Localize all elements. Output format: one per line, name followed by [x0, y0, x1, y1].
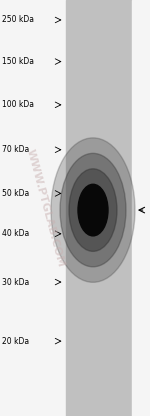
Text: 50 kDa: 50 kDa: [2, 189, 29, 198]
Text: 20 kDa: 20 kDa: [2, 337, 29, 346]
Text: 40 kDa: 40 kDa: [2, 229, 29, 238]
Text: 30 kDa: 30 kDa: [2, 277, 29, 287]
Text: 70 kDa: 70 kDa: [2, 145, 29, 154]
Ellipse shape: [51, 138, 135, 282]
Text: 250 kDa: 250 kDa: [2, 15, 33, 25]
Text: 100 kDa: 100 kDa: [2, 100, 33, 109]
Text: WWW.PTGLAB.COM: WWW.PTGLAB.COM: [24, 148, 66, 268]
Bar: [66, 0, 132, 416]
Ellipse shape: [69, 169, 117, 251]
Bar: [132, 0, 150, 416]
Ellipse shape: [60, 154, 126, 267]
Text: 150 kDa: 150 kDa: [2, 57, 33, 66]
Ellipse shape: [78, 184, 108, 236]
